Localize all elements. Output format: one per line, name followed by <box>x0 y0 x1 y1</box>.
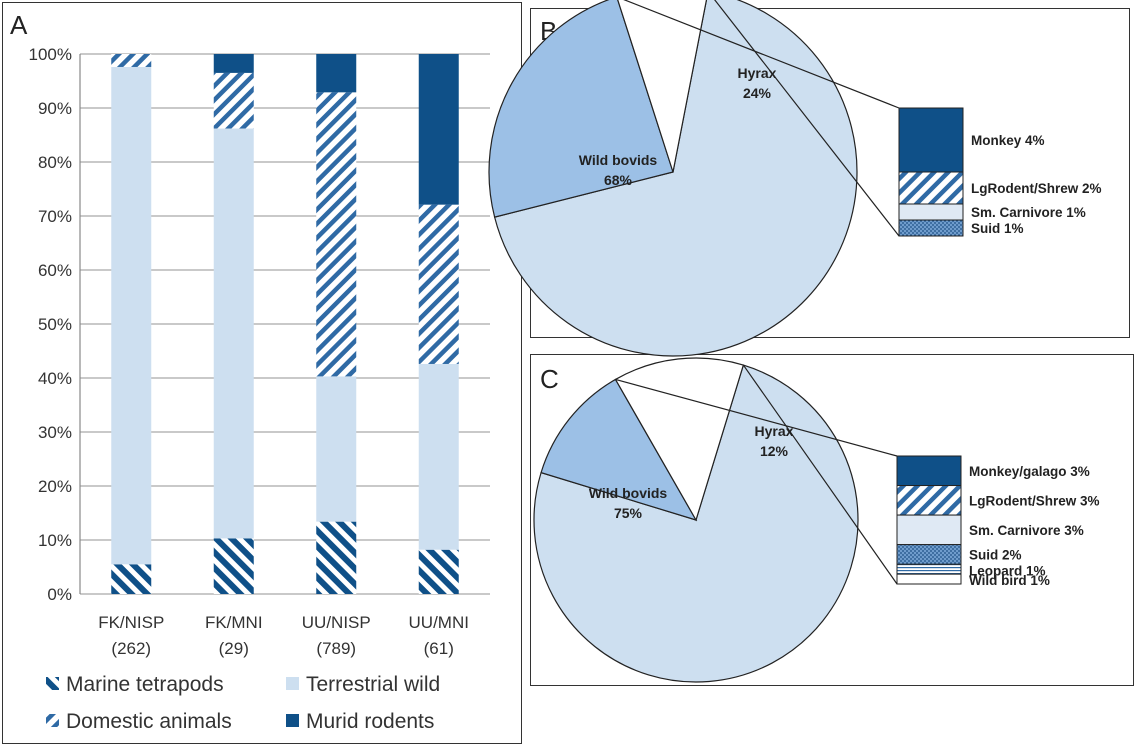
breakdown-label: Wild bird 1% <box>969 573 1050 588</box>
breakdown-segment <box>898 171 964 205</box>
x-tick-count: (61) <box>424 639 454 658</box>
pie-slice-value: 68% <box>604 172 633 188</box>
y-tick-label: 80% <box>38 153 72 172</box>
bar-segment <box>111 54 152 67</box>
y-tick-label: 100% <box>29 45 72 64</box>
breakdown-label: Monkey 4% <box>971 133 1045 148</box>
breakdown-segment <box>896 563 962 575</box>
y-tick-label: 40% <box>38 369 72 388</box>
pie-slice-value: 12% <box>760 443 789 459</box>
pie-slice-value: 75% <box>614 505 643 521</box>
legend-swatch <box>286 677 299 690</box>
pie-slice <box>493 0 858 357</box>
pie-chart-b: Wild bovids 68% Hyrax 24% Monkey 4% LgRodent/… <box>488 0 1102 357</box>
breakdown-label: Leopard 1% <box>969 563 1046 578</box>
x-tick-count: (262) <box>111 639 151 658</box>
breakdown-label: Sm. Carnivore 1% <box>971 205 1086 220</box>
bar-segment <box>213 128 254 539</box>
breakdown-label: Suid 2% <box>969 547 1022 562</box>
connector-line <box>714 0 900 237</box>
stacked-bar-chart: 0% 10% 20% 30% 40% 50% 60% 70% 80% 90% 100% FK/NISP… <box>29 45 490 733</box>
legend-swatch <box>286 714 299 727</box>
bar-segment <box>111 66 152 565</box>
bar-segment <box>316 92 357 377</box>
breakdown-label: LgRodent/Shrew 2% <box>971 181 1102 196</box>
pie-slice <box>540 378 698 522</box>
bar-segment <box>418 204 459 364</box>
bar-segment <box>213 54 254 73</box>
pie-slice-name: Wild bovids <box>579 152 658 168</box>
y-tick-label: 90% <box>38 99 72 118</box>
connector-line <box>742 364 898 585</box>
y-tick-label: 20% <box>38 477 72 496</box>
bar-segment <box>316 376 357 522</box>
bar-segment <box>111 564 152 594</box>
breakdown-segment <box>896 455 962 487</box>
y-tick-label: 10% <box>38 531 72 550</box>
breakdown-segment <box>896 514 962 546</box>
legend-swatch <box>46 677 59 690</box>
bar-segment <box>418 363 459 550</box>
panel-a-letter: A <box>10 10 28 40</box>
bar-segment <box>316 521 357 594</box>
bar-segment <box>418 54 459 205</box>
panel-c-letter: C <box>540 364 559 394</box>
pie-slice-value: 24% <box>743 85 772 101</box>
pie-chart-c: Wild bovids 75% Hyrax 12% Monkey/galago 3% Lg… <box>533 357 1100 683</box>
breakdown-segment <box>898 219 964 237</box>
y-tick-label: 70% <box>38 207 72 226</box>
breakdown-segment <box>898 107 964 173</box>
pie-slice-name: Hyrax <box>738 65 777 81</box>
breakdown-segment <box>896 573 962 585</box>
x-tick-label: FK/MNI <box>205 613 263 632</box>
x-tick-label: UU/MNI <box>409 613 469 632</box>
breakdown-label: Sm. Carnivore 3% <box>969 523 1084 538</box>
bar-segment <box>213 538 254 594</box>
pie-slice-name: Wild bovids <box>589 485 668 501</box>
pie-slice <box>488 0 674 218</box>
bar-segment <box>418 549 459 594</box>
x-tick-label: UU/NISP <box>302 613 371 632</box>
breakdown-label: LgRodent/Shrew 3% <box>969 493 1100 508</box>
breakdown-label: Suid 1% <box>971 221 1024 236</box>
breakdown-segment <box>896 485 962 516</box>
connector-line <box>623 0 900 109</box>
x-tick-label: FK/NISP <box>98 613 164 632</box>
legend-swatch <box>46 714 59 727</box>
y-tick-label: 50% <box>38 315 72 334</box>
breakdown-segment <box>898 203 964 221</box>
pie-slice <box>614 357 745 522</box>
connector-line <box>615 378 898 457</box>
pie-slice-name: Hyrax <box>755 423 794 439</box>
legend-label: Murid rodents <box>306 710 434 733</box>
legend-label: Marine tetrapods <box>66 673 224 696</box>
breakdown-label: Monkey/galago 3% <box>969 464 1090 479</box>
x-tick-count: (29) <box>219 639 249 658</box>
y-tick-label: 0% <box>47 585 72 604</box>
breakdown-segment <box>896 544 962 565</box>
y-tick-label: 30% <box>38 423 72 442</box>
x-tick-count: (789) <box>316 639 356 658</box>
bar-segment <box>316 54 357 93</box>
legend-label: Domestic animals <box>66 710 232 733</box>
legend-label: Terrestrial wild <box>306 673 440 696</box>
y-tick-label: 60% <box>38 261 72 280</box>
pie-slice <box>617 0 708 173</box>
bar-segment <box>213 72 254 129</box>
pie-slice <box>533 364 859 683</box>
